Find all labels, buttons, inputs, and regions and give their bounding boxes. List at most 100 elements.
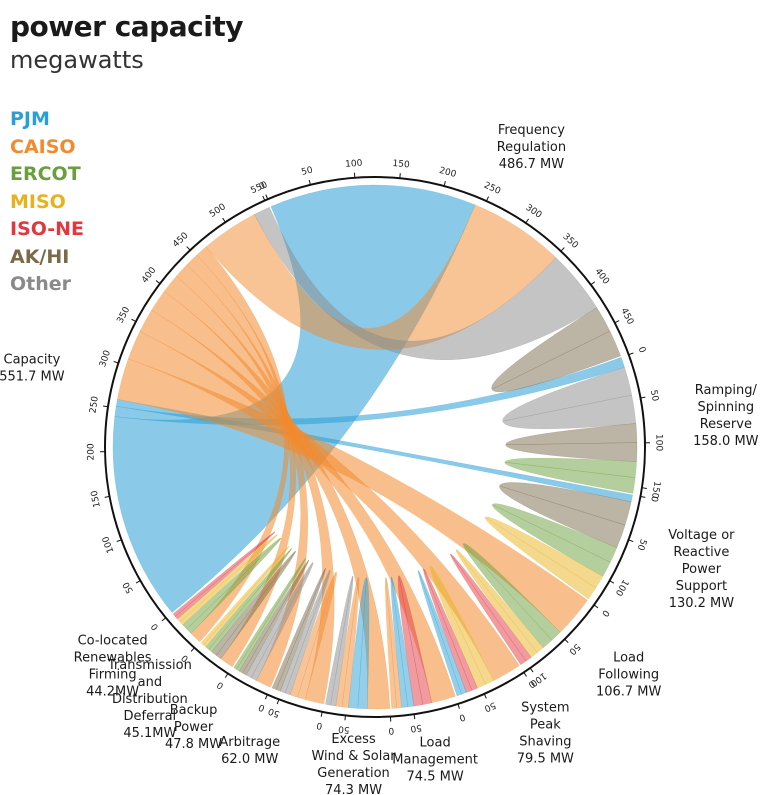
category-label-line: 130.2 MW bbox=[669, 596, 735, 611]
chart-subtitle: megawatts bbox=[10, 46, 144, 74]
tick-label: 400 bbox=[592, 267, 610, 287]
ribbon bbox=[325, 576, 354, 707]
category-label: Transmission and Distribution Deferral 45.1M… bbox=[107, 658, 192, 741]
ribbon bbox=[112, 184, 476, 614]
legend: PJM CAISO ERCOT MISO ISO-NE AK/HI Other bbox=[10, 106, 84, 299]
tick-label: 0 bbox=[599, 608, 611, 619]
tick-label: 50 bbox=[482, 699, 497, 713]
category-label-line: Spinning bbox=[697, 400, 754, 415]
tick-mark bbox=[104, 495, 110, 498]
tick-label: 300 bbox=[98, 349, 113, 369]
category-label-line: Load bbox=[420, 735, 451, 750]
tick-label: 250 bbox=[482, 181, 502, 197]
ribbon bbox=[279, 570, 331, 696]
category-label-line: Backup bbox=[170, 703, 218, 718]
tick-mark bbox=[560, 247, 565, 252]
ribbon bbox=[172, 531, 276, 620]
ribbon bbox=[502, 366, 637, 430]
tick-mark bbox=[102, 405, 109, 408]
ribbon bbox=[397, 575, 433, 707]
category-label-line: Distribution bbox=[112, 692, 188, 707]
category-label-line: Reactive bbox=[673, 545, 729, 560]
category-label-line: Frequency bbox=[498, 123, 565, 138]
tick-mark bbox=[640, 495, 646, 498]
tick-label: 50 bbox=[337, 723, 350, 734]
ribbon bbox=[499, 482, 632, 549]
category-label-line: Voltage or bbox=[668, 528, 735, 543]
category-label: Co-located Renewables Firming 44.2MW bbox=[74, 633, 152, 699]
tick-label: 50 bbox=[267, 705, 282, 719]
tick-mark bbox=[564, 638, 569, 644]
tick-mark bbox=[308, 179, 311, 185]
tick-mark bbox=[113, 360, 119, 364]
tick-label: 350 bbox=[116, 305, 133, 325]
tick-label: 0 bbox=[257, 701, 266, 713]
tick-label: 50 bbox=[634, 537, 647, 551]
category-label-line: Firming bbox=[89, 667, 137, 682]
legend-item: MISO bbox=[10, 190, 66, 213]
tick-mark bbox=[155, 280, 161, 284]
tick-mark bbox=[609, 580, 615, 584]
ribbon bbox=[484, 516, 604, 600]
tick-mark bbox=[222, 217, 226, 223]
tick-label: 0 bbox=[180, 652, 191, 663]
ribbon bbox=[335, 576, 360, 708]
category-label-line: Peak bbox=[530, 717, 561, 732]
ribbon bbox=[455, 549, 544, 658]
tick-mark bbox=[483, 693, 487, 699]
legend-item: AK/HI bbox=[10, 245, 70, 268]
category-label-line: 486.7 MW bbox=[499, 157, 565, 172]
ribbon bbox=[423, 568, 478, 693]
category-label: Backup Power 47.8 MW bbox=[165, 703, 222, 752]
tick-label: 0 bbox=[150, 621, 162, 632]
legend-item: CAISO bbox=[10, 135, 76, 158]
ribbon bbox=[450, 553, 532, 666]
category-label-line: Wind & Solar bbox=[311, 749, 396, 764]
category-label-line: Management bbox=[392, 752, 478, 767]
tick-mark bbox=[614, 320, 620, 324]
tick-mark bbox=[529, 667, 534, 673]
category-label-line: 551.7 MW bbox=[0, 369, 65, 384]
legend-item: Other bbox=[10, 273, 72, 295]
tick-label: 150 bbox=[649, 480, 662, 499]
tick-mark bbox=[523, 672, 527, 677]
tick-mark bbox=[161, 617, 167, 622]
category-label-line: 62.0 MW bbox=[221, 752, 278, 767]
category-label-line: 45.1MW bbox=[123, 726, 176, 741]
ribbon bbox=[504, 457, 637, 494]
category-label-line: Excess bbox=[331, 732, 376, 747]
tick-mark bbox=[641, 487, 647, 489]
tick-mark bbox=[413, 714, 416, 720]
category-label-line: Co-located bbox=[78, 633, 148, 648]
tick-mark bbox=[224, 673, 229, 678]
category-label-line: Regulation bbox=[497, 140, 566, 155]
tick-label: 0 bbox=[215, 679, 225, 691]
tick-label: 0 bbox=[315, 720, 323, 731]
tick-label: 50 bbox=[121, 580, 135, 595]
category-label-line: Transmission bbox=[107, 658, 192, 673]
outer-ring bbox=[104, 176, 646, 718]
tick-label: 50 bbox=[300, 165, 314, 178]
category-label-line: Power bbox=[682, 562, 722, 577]
ribbon bbox=[492, 503, 618, 577]
category-label-line: 47.8 MW bbox=[165, 737, 222, 752]
category-label-line: 74.3 MW bbox=[325, 783, 382, 795]
category-ring bbox=[104, 176, 646, 718]
category-label-line: and bbox=[138, 675, 162, 690]
category-label-line: Deferral bbox=[124, 709, 177, 724]
category-label-line: 79.5 MW bbox=[517, 751, 574, 766]
ribbons bbox=[112, 184, 638, 710]
category-label-line: Renewables bbox=[74, 650, 152, 665]
ribbon bbox=[211, 551, 296, 660]
tick-mark bbox=[486, 196, 490, 202]
tick-label: 0 bbox=[648, 495, 659, 503]
ribbon bbox=[200, 545, 290, 648]
chart-title: power capacity bbox=[10, 10, 243, 43]
tick-mark bbox=[264, 694, 268, 700]
tick-label: 250 bbox=[88, 395, 100, 414]
category-label-line: System bbox=[521, 700, 569, 715]
tick-label: 0 bbox=[458, 711, 467, 722]
tick-label: 150 bbox=[90, 489, 103, 508]
category-label-line: Support bbox=[676, 579, 727, 594]
